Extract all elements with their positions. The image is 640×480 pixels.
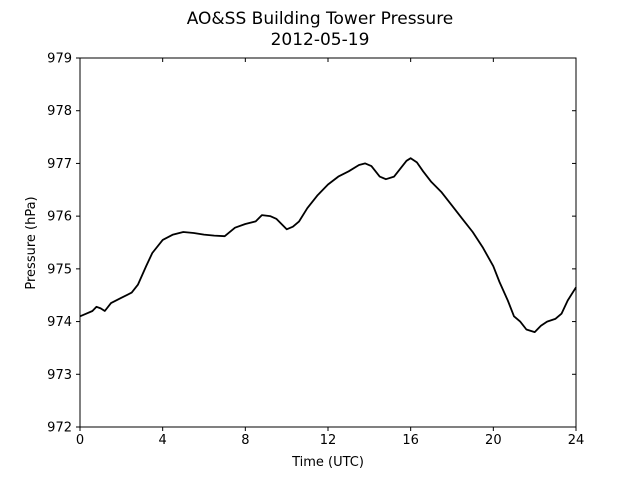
x-tick-label: 0 — [76, 433, 84, 448]
y-tick-label: 978 — [47, 104, 72, 119]
x-tick-label: 20 — [485, 433, 502, 448]
y-tick-label: 975 — [47, 262, 72, 277]
y-axis-label: Pressure (hPa) — [24, 196, 39, 289]
x-tick-label: 12 — [320, 433, 337, 448]
plot-frame — [79, 57, 577, 428]
y-tick-label: 974 — [47, 315, 72, 330]
y-tick-label: 973 — [47, 368, 72, 383]
chart-subtitle: 2012-05-19 — [271, 30, 370, 50]
x-tick-label: 8 — [241, 433, 249, 448]
x-axis-label: Time (UTC) — [291, 455, 364, 470]
x-tick-label: 24 — [568, 433, 585, 448]
plot-area: 0 4 8 12 16 20 24 972 973 974 975 976 977 978 979 — [47, 52, 584, 449]
y-tick-label: 972 — [47, 421, 72, 436]
x-tick-label: 4 — [159, 433, 167, 448]
y-tick-label: 979 — [47, 52, 72, 67]
chart-title: AO&SS Building Tower Pressure — [187, 9, 454, 29]
x-tick-label: 16 — [402, 433, 419, 448]
y-tick-label: 977 — [47, 157, 72, 172]
data-line — [79, 157, 577, 333]
y-tick-label: 976 — [47, 210, 72, 225]
